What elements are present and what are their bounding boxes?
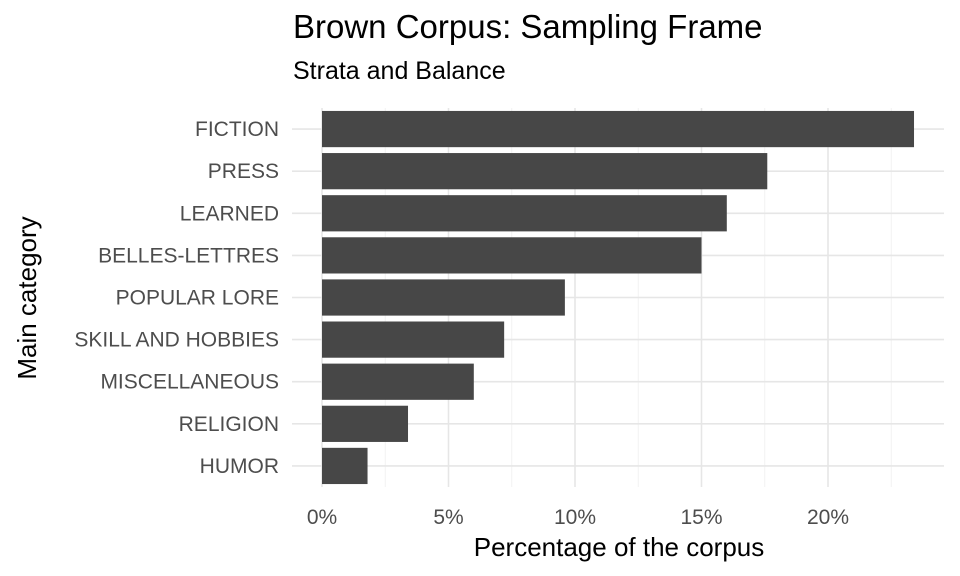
x-tick-label: 20% xyxy=(807,506,849,529)
x-tick-label: 10% xyxy=(554,506,596,529)
chart-title: Brown Corpus: Sampling Frame xyxy=(293,8,763,45)
y-tick-label: PRESS xyxy=(208,160,279,183)
bar-press xyxy=(322,153,768,190)
y-tick-label: MISCELLANEOUS xyxy=(100,371,279,394)
y-tick-label: FICTION xyxy=(195,118,279,141)
bar-skill-and-hobbies xyxy=(322,321,505,358)
bar-popular-lore xyxy=(322,279,565,316)
bar-miscellaneous xyxy=(322,363,474,400)
x-tick-label: 15% xyxy=(680,506,722,529)
chart-subtitle: Strata and Balance xyxy=(293,57,506,85)
x-tick-label: 5% xyxy=(433,506,463,529)
y-tick-label: HUMOR xyxy=(200,455,279,478)
bar-fiction xyxy=(322,110,915,148)
bar-learned xyxy=(322,195,727,232)
y-tick-label: POPULAR LORE xyxy=(116,287,279,310)
y-tick-label: LEARNED xyxy=(180,202,279,225)
y-tick-label: BELLES-LETTRES xyxy=(98,244,279,267)
y-tick-label: SKILL AND HOBBIES xyxy=(74,329,279,352)
bar-belles-lettres xyxy=(322,237,702,274)
bar-religion xyxy=(322,405,409,442)
y-tick-labels: FICTION PRESS LEARNED BELLES-LETTRES POPULAR… xyxy=(74,118,279,478)
bar-humor xyxy=(322,447,368,485)
x-axis-title: Percentage of the corpus xyxy=(474,532,765,562)
y-axis-title: Main category xyxy=(12,216,42,379)
y-tick-label: RELIGION xyxy=(179,413,279,436)
x-tick-label: 0% xyxy=(307,506,337,529)
bars xyxy=(322,110,915,485)
x-tick-labels: 0% 5% 10% 15% 20% xyxy=(307,506,849,529)
